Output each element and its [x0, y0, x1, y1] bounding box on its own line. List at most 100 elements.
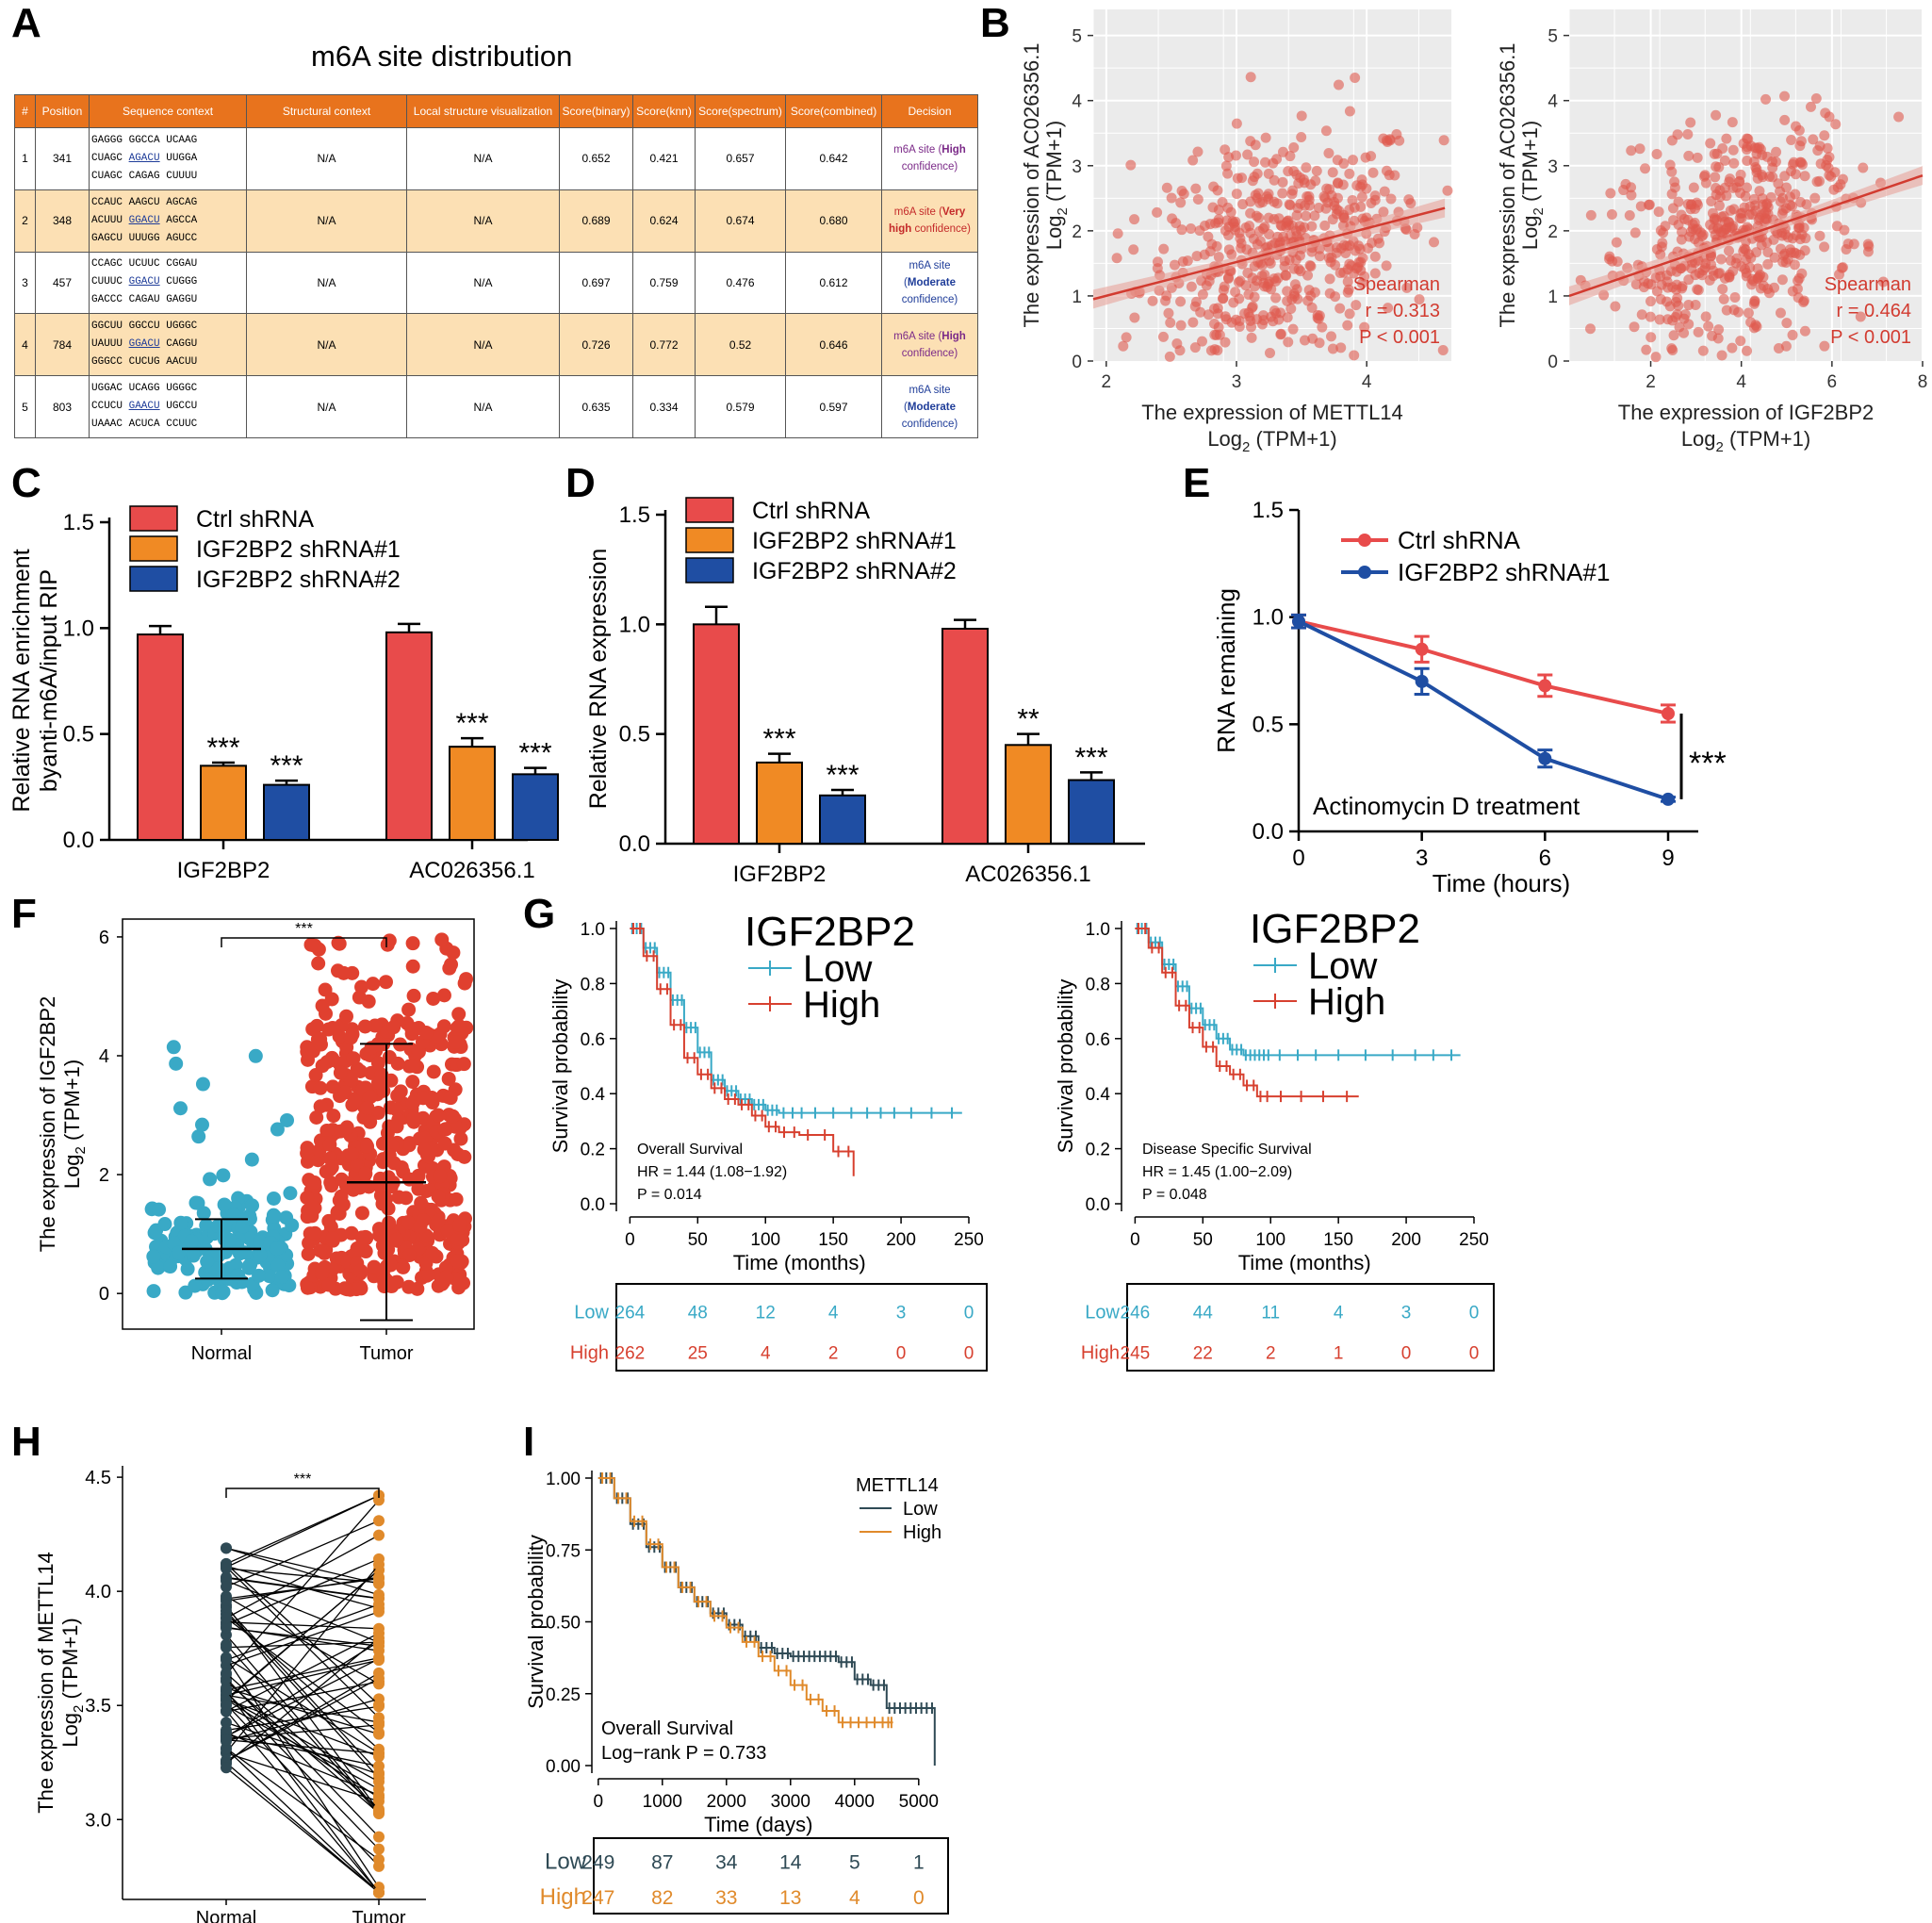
scatter-point [1626, 189, 1637, 201]
scatter-point [1683, 150, 1695, 161]
scatter-point [1175, 296, 1187, 307]
pair-line [225, 1681, 380, 1713]
panel-label-a: A [11, 0, 41, 46]
data-point [221, 1700, 232, 1712]
legend-label: IGF2BP2 shRNA#1 [1398, 558, 1610, 586]
scatter-point [1741, 345, 1752, 356]
data-point [321, 1277, 336, 1292]
table-cell: 0.334 [632, 375, 696, 438]
table-cell: N/A [406, 189, 560, 253]
scatter-point [1241, 244, 1253, 255]
scatter-point [1754, 186, 1765, 197]
scatter-point [1786, 166, 1797, 177]
scatter-point [1299, 177, 1310, 189]
scatter-point [1814, 140, 1826, 152]
data-point [375, 1238, 390, 1253]
table-header-7: Score(spectrum) [695, 94, 786, 128]
scatter-point [1711, 148, 1723, 159]
scatter-point [1288, 288, 1300, 300]
data-point [300, 1280, 315, 1295]
y-axis-label-unit: Log2 (TPM+1) [58, 1618, 87, 1747]
scatter-point [1226, 317, 1237, 328]
scatter-point [1344, 106, 1355, 117]
data-point [253, 1248, 268, 1263]
data-point [280, 1112, 295, 1127]
scatter-point [1724, 245, 1735, 256]
panel-label-h: H [11, 1419, 41, 1465]
scatter-point [1653, 206, 1664, 218]
x-tick-label: 5000 [899, 1792, 939, 1812]
data-point [308, 1068, 323, 1083]
data-point [373, 1576, 385, 1588]
data-point [283, 1186, 298, 1201]
pair-line [225, 1704, 380, 1790]
data-point [373, 1654, 385, 1667]
scatter-point [1218, 292, 1229, 304]
data-point [433, 1169, 448, 1184]
scatter-point [1730, 257, 1742, 269]
data-point [309, 1110, 324, 1126]
data-point [406, 988, 421, 1003]
pair-line [225, 1678, 380, 1838]
fit-line [1092, 206, 1446, 301]
scatter-point [1258, 277, 1269, 288]
scatter-point [1815, 158, 1826, 170]
risk-table-value: 249 [581, 1851, 614, 1873]
pair-line [225, 1734, 380, 1767]
c-y-labels: Relative RNA enrichment byanti-m6A/input … [8, 549, 612, 813]
x-tick-label: 0 [1292, 846, 1304, 871]
table-header-5: Score(binary) [559, 94, 633, 128]
scatter-point [1265, 347, 1276, 358]
scatter-point [1287, 185, 1299, 196]
series-line [1298, 619, 1669, 715]
data-point [319, 1055, 335, 1070]
data-point [451, 1018, 467, 1033]
data-point [416, 1212, 431, 1227]
table-row: 5 803 UGGAC UCAGG UGGGC CCUCU GAACU UGCCU UA… [14, 375, 978, 438]
scatter-point [1203, 231, 1214, 242]
scatter-point [1319, 192, 1331, 204]
stat-annotation: P < 0.001 [1359, 327, 1440, 348]
data-point [322, 1137, 337, 1152]
table-cell: 0.642 [785, 127, 882, 190]
risk-table-label: Low [1085, 1302, 1120, 1323]
data-point [401, 1002, 417, 1017]
bar [512, 773, 559, 841]
scatter-point [1249, 291, 1260, 303]
pair-line [225, 1659, 380, 1696]
scatter-point [1360, 152, 1371, 163]
x-tick-label: Normal [191, 1343, 252, 1364]
scatter-point [1166, 192, 1177, 204]
data-point [417, 1142, 432, 1158]
risk-table-value: 0 [896, 1344, 907, 1364]
y-tick-label: 4 [1547, 92, 1558, 112]
scatter-point [1808, 134, 1819, 145]
scatter-point [1314, 310, 1325, 321]
scatter-point [1357, 213, 1368, 224]
jitter-chart-F: 0 2 4 6 Normal Tumor *** The expression of IGF2… [36, 918, 475, 1364]
table-cell: GGCUU GGCCU UGGGC UAUUU GGACU CAGGU GGGCC … [89, 313, 247, 377]
scatter-point [1635, 201, 1646, 212]
data-point [157, 1217, 172, 1232]
panel-label-b: B [980, 0, 1010, 46]
scatter-point [1719, 182, 1730, 193]
scatter-point [1350, 72, 1361, 83]
scatter-point [1344, 168, 1355, 179]
risk-table-value: 34 [715, 1851, 738, 1873]
scatter-point [1247, 301, 1258, 312]
scatter-point [1246, 332, 1257, 343]
y-tick-label: 3 [1072, 157, 1082, 177]
data-point [360, 1139, 375, 1154]
table-cell: 0.759 [632, 251, 696, 315]
data-point [418, 1256, 434, 1271]
table-cell: 0.646 [785, 313, 882, 377]
scatter-point [1309, 210, 1320, 222]
data-point [313, 1031, 328, 1046]
scatter-point [1728, 157, 1740, 169]
scatter-point [1214, 329, 1225, 340]
y-axis-label-unit: Log2 (TPM+1) [1042, 121, 1071, 250]
scatter-point [1799, 325, 1810, 337]
pair-line [225, 1691, 380, 1850]
